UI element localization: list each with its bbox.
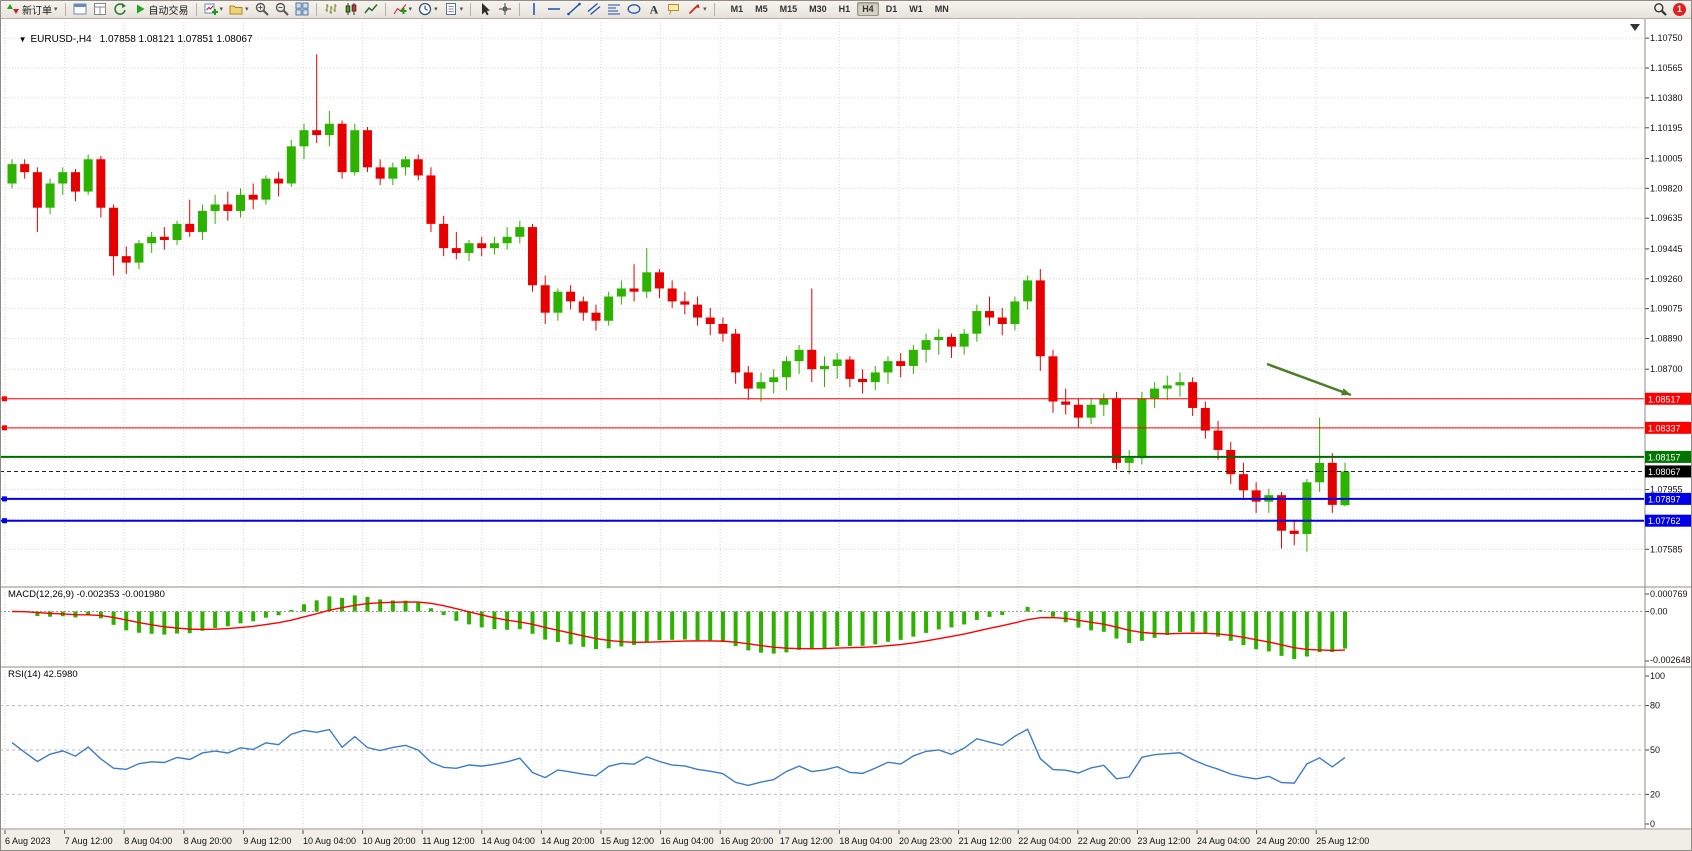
- cursor-icon: [478, 2, 492, 16]
- timeframe-m30-button[interactable]: M30: [804, 2, 832, 16]
- search-icon: [1653, 2, 1667, 16]
- text-button[interactable]: A: [645, 1, 663, 17]
- time-axis[interactable]: [0, 830, 1692, 851]
- chart-title: ▼EURUSD-,H4 1.07858 1.08121 1.07851 1.080…: [8, 23, 253, 56]
- indicators-button[interactable]: ▾: [391, 1, 415, 17]
- crosshair-icon: [498, 2, 512, 16]
- dropdown-caret-icon: ▾: [434, 6, 438, 13]
- line-chart-button[interactable]: [362, 1, 380, 17]
- dropdown-caret-icon: ▾: [220, 6, 224, 13]
- data-window-icon: [93, 2, 107, 16]
- arrows-button[interactable]: ▾: [685, 1, 709, 17]
- cursor-button[interactable]: [476, 1, 494, 17]
- line-chart-icon: [364, 2, 378, 16]
- templates-icon: [444, 2, 458, 16]
- horizontal-line-button[interactable]: [545, 1, 563, 17]
- timeframe-m5-button[interactable]: M5: [750, 2, 773, 16]
- text-icon: A: [647, 2, 661, 16]
- chart-menu-icon: ▼: [19, 35, 27, 44]
- timeframe-h4-button[interactable]: H4: [857, 2, 879, 16]
- profiles-button[interactable]: ▾: [227, 1, 251, 17]
- refresh-button[interactable]: [111, 1, 129, 17]
- svg-text:A: A: [650, 3, 659, 17]
- dropdown-caret-icon: ▾: [703, 6, 707, 13]
- tile-icon: [295, 2, 309, 16]
- periods-icon: [418, 2, 432, 16]
- shapes-icon: [627, 2, 641, 16]
- timeframe-d1-button[interactable]: D1: [881, 2, 903, 16]
- new-order-button[interactable]: 新订单▾: [4, 1, 60, 18]
- price-chart[interactable]: 1.107501.105651.103801.101951.100051.098…: [0, 0, 1692, 851]
- trendline-button[interactable]: [565, 1, 583, 17]
- data-window-button[interactable]: [91, 1, 109, 17]
- fibo-icon: [607, 2, 621, 16]
- profiles-icon: [229, 2, 243, 16]
- tile-windows-button[interactable]: [293, 1, 311, 17]
- label-icon: [667, 2, 681, 16]
- bars-chart-icon: [324, 2, 338, 16]
- shapes-button[interactable]: [625, 1, 643, 17]
- toolbar-separator: [714, 3, 715, 16]
- new-chart-icon: [204, 2, 218, 16]
- zoom-out-icon: [275, 2, 289, 16]
- equidistant-channel-button[interactable]: [585, 1, 603, 17]
- zoom-in-button[interactable]: [253, 1, 271, 17]
- auto-trading-button-label: 自动交易: [149, 2, 189, 17]
- chart-background: [0, 19, 1692, 851]
- market-watch-button[interactable]: [71, 1, 89, 17]
- toolbar-separator: [316, 3, 317, 16]
- chart-window-icon: [73, 2, 87, 16]
- toolbar-separator: [470, 3, 471, 16]
- dropdown-caret-icon: ▾: [54, 6, 58, 13]
- timeframe-m15-button[interactable]: M15: [775, 2, 803, 16]
- rsi-indicator-label: RSI(14) 42.5980: [8, 669, 78, 680]
- vline-icon: [527, 2, 541, 16]
- refresh-icon: [113, 2, 127, 16]
- timeframe-w1-button[interactable]: W1: [904, 2, 928, 16]
- periods-button[interactable]: ▾: [416, 1, 440, 17]
- indicators-icon: [393, 2, 407, 16]
- templates-button[interactable]: ▾: [442, 1, 466, 17]
- tline-icon: [567, 2, 581, 16]
- toolbar-separator: [65, 3, 66, 16]
- hline-icon: [547, 2, 561, 16]
- chart-window: 1.107501.105651.103801.101951.100051.098…: [0, 0, 1692, 851]
- autotrade-icon: [133, 2, 147, 16]
- timeframe-h1-button[interactable]: H1: [834, 2, 856, 16]
- timeframe-m1-button[interactable]: M1: [726, 2, 749, 16]
- arrows-icon: [687, 2, 701, 16]
- notification-badge[interactable]: 1: [1673, 3, 1686, 16]
- timeframe-mn-button[interactable]: MN: [930, 2, 954, 16]
- ohlc-values: 1.07858 1.08121 1.07851 1.08067: [100, 34, 253, 45]
- timeframe-bar: M1M5M15M30H1H4D1W1MN: [725, 2, 955, 16]
- text-label-button[interactable]: [665, 1, 683, 17]
- candlestick-chart-button[interactable]: [342, 1, 360, 17]
- toolbar-separator: [519, 3, 520, 16]
- new-chart-button[interactable]: ▾: [202, 1, 226, 17]
- channel-icon: [587, 2, 601, 16]
- zoom-out-button[interactable]: [273, 1, 291, 17]
- crosshair-button[interactable]: [496, 1, 514, 17]
- macd-indicator-label: MACD(12,26,9) -0.002353 -0.001980: [8, 589, 165, 600]
- bar-chart-button[interactable]: [322, 1, 340, 17]
- price-axis[interactable]: [1645, 19, 1692, 829]
- auto-trading-button[interactable]: 自动交易: [131, 1, 191, 18]
- dropdown-caret-icon: ▾: [245, 6, 249, 13]
- new-order-button-label: 新订单: [22, 2, 52, 17]
- symbol-period-label: EURUSD-,H4: [30, 34, 91, 45]
- dropdown-caret-icon: ▾: [460, 6, 464, 13]
- search-button[interactable]: [1651, 1, 1669, 17]
- new-order-icon: [6, 2, 20, 16]
- toolbar-separator: [196, 3, 197, 16]
- toolbar: 新订单▾自动交易▾▾▾▾▾A▾M1M5M15M30H1H4D1W1MN1: [0, 0, 1692, 19]
- toolbar-separator: [385, 3, 386, 16]
- candles-chart-icon: [344, 2, 358, 16]
- fibonacci-button[interactable]: [605, 1, 623, 17]
- zoom-in-icon: [255, 2, 269, 16]
- dropdown-caret-icon: ▾: [409, 6, 413, 13]
- vertical-line-button[interactable]: [525, 1, 543, 17]
